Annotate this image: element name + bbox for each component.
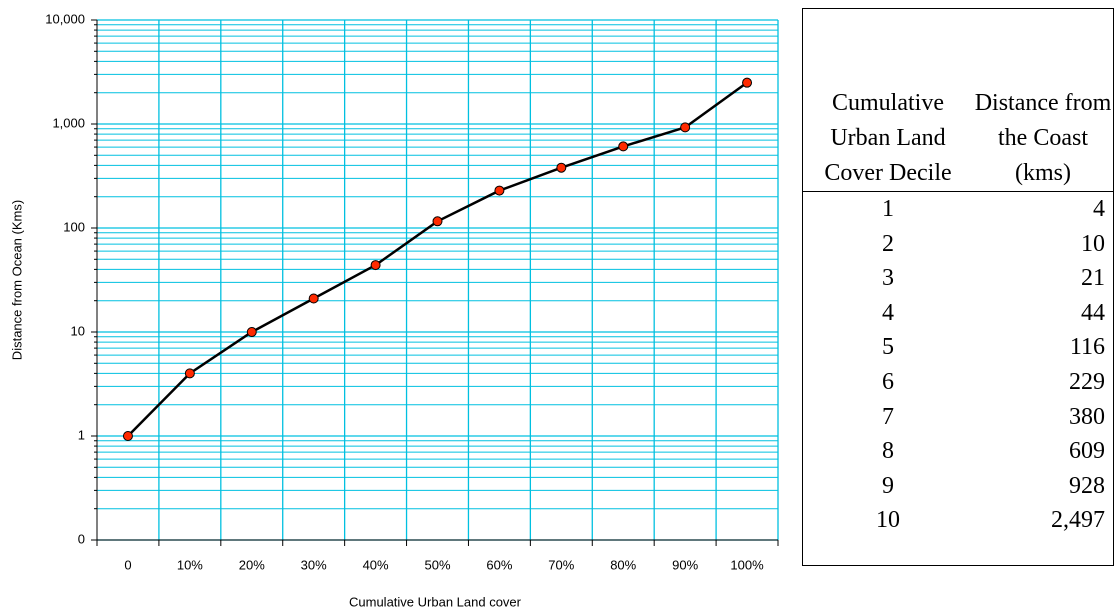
table-cell: 928 [1069, 472, 1105, 499]
table-row: 6 229 [803, 365, 1113, 400]
x-tick-label: 30% [301, 557, 327, 572]
y-tick-label: 1,000 [52, 115, 85, 130]
table-cell: 8 [882, 438, 894, 465]
table-cell: 6 [882, 368, 894, 395]
data-point [680, 122, 691, 133]
table-cell: 44 [1081, 299, 1105, 326]
table-cell: 1 [882, 196, 894, 222]
y-tick-label: 100 [63, 219, 85, 234]
table-cell: 10 [876, 507, 900, 534]
data-point [184, 368, 195, 379]
table-cell: 116 [1069, 334, 1105, 361]
table-cell: 4 [882, 299, 894, 326]
table-row: 8 609 [803, 434, 1113, 469]
table: Cumulative Urban Land Cover Decile Dista… [803, 9, 1113, 538]
data-point [494, 185, 505, 196]
table-row: 5 116 [803, 330, 1113, 365]
x-tick-label: 90% [672, 557, 698, 572]
table-cell: 5 [882, 334, 894, 361]
chart: Cumulative Urban Land cover Distance fro… [9, 11, 779, 609]
table-cell: 10 [1081, 230, 1105, 257]
x-tick-label: 60% [486, 557, 512, 572]
table-body: 1 4 2 10 3 21 4 44 5 116 6 229 7 380 8 609 9 928 10 2,497 [803, 192, 1113, 538]
y-axis-label: Distance from Ocean (Kms) [9, 200, 24, 360]
data-point [246, 327, 257, 337]
table-cell: 229 [1069, 368, 1105, 395]
x-tick-label: 0 [124, 557, 131, 572]
data-point [742, 77, 753, 88]
table-cell: 609 [1069, 438, 1105, 465]
x-axis-label: Cumulative Urban Land cover [349, 594, 522, 609]
x-tick-label: 100% [730, 557, 764, 572]
x-tick-label: 80% [610, 557, 636, 572]
data-point [308, 293, 319, 304]
table-row: 7 380 [803, 400, 1113, 435]
x-tick-label: 40% [363, 557, 389, 572]
data-table: Cumulative Urban Land Cover Decile Dista… [802, 8, 1114, 566]
header-cell: Distance from the Coast (kms) [973, 9, 1113, 192]
data-point [370, 260, 381, 271]
data-point [618, 141, 629, 152]
table-row: 9 928 [803, 469, 1113, 504]
table-cell: 7 [882, 403, 894, 430]
header-cell: Cumulative Urban Land Cover Decile [803, 9, 973, 192]
table-row: 3 21 [803, 261, 1113, 296]
x-tick-label: 70% [548, 557, 574, 572]
data-point [432, 216, 443, 227]
x-tick-label: 10% [177, 557, 203, 572]
table-row: 4 44 [803, 296, 1113, 331]
table-cell: 2 [882, 230, 894, 257]
table-cell: 9 [882, 472, 894, 499]
data-point [122, 431, 133, 441]
y-tick-label: 10,000 [45, 11, 85, 26]
table-cell: 21 [1081, 265, 1105, 292]
table-cell: 2,497 [1051, 507, 1105, 534]
y-tick-label: 10 [71, 323, 85, 338]
x-tick-label: 20% [239, 557, 265, 572]
table-row: 2 10 [803, 227, 1113, 262]
table-cell: 3 [882, 265, 894, 292]
y-tick-label: 1 [78, 427, 85, 442]
data-point [556, 162, 567, 173]
table-cell: 380 [1069, 403, 1105, 430]
table-cell: 4 [1093, 196, 1105, 222]
x-tick-label: 50% [424, 557, 450, 572]
table-row: 10 2,497 [803, 503, 1113, 538]
y-tick-label: 0 [78, 531, 85, 546]
